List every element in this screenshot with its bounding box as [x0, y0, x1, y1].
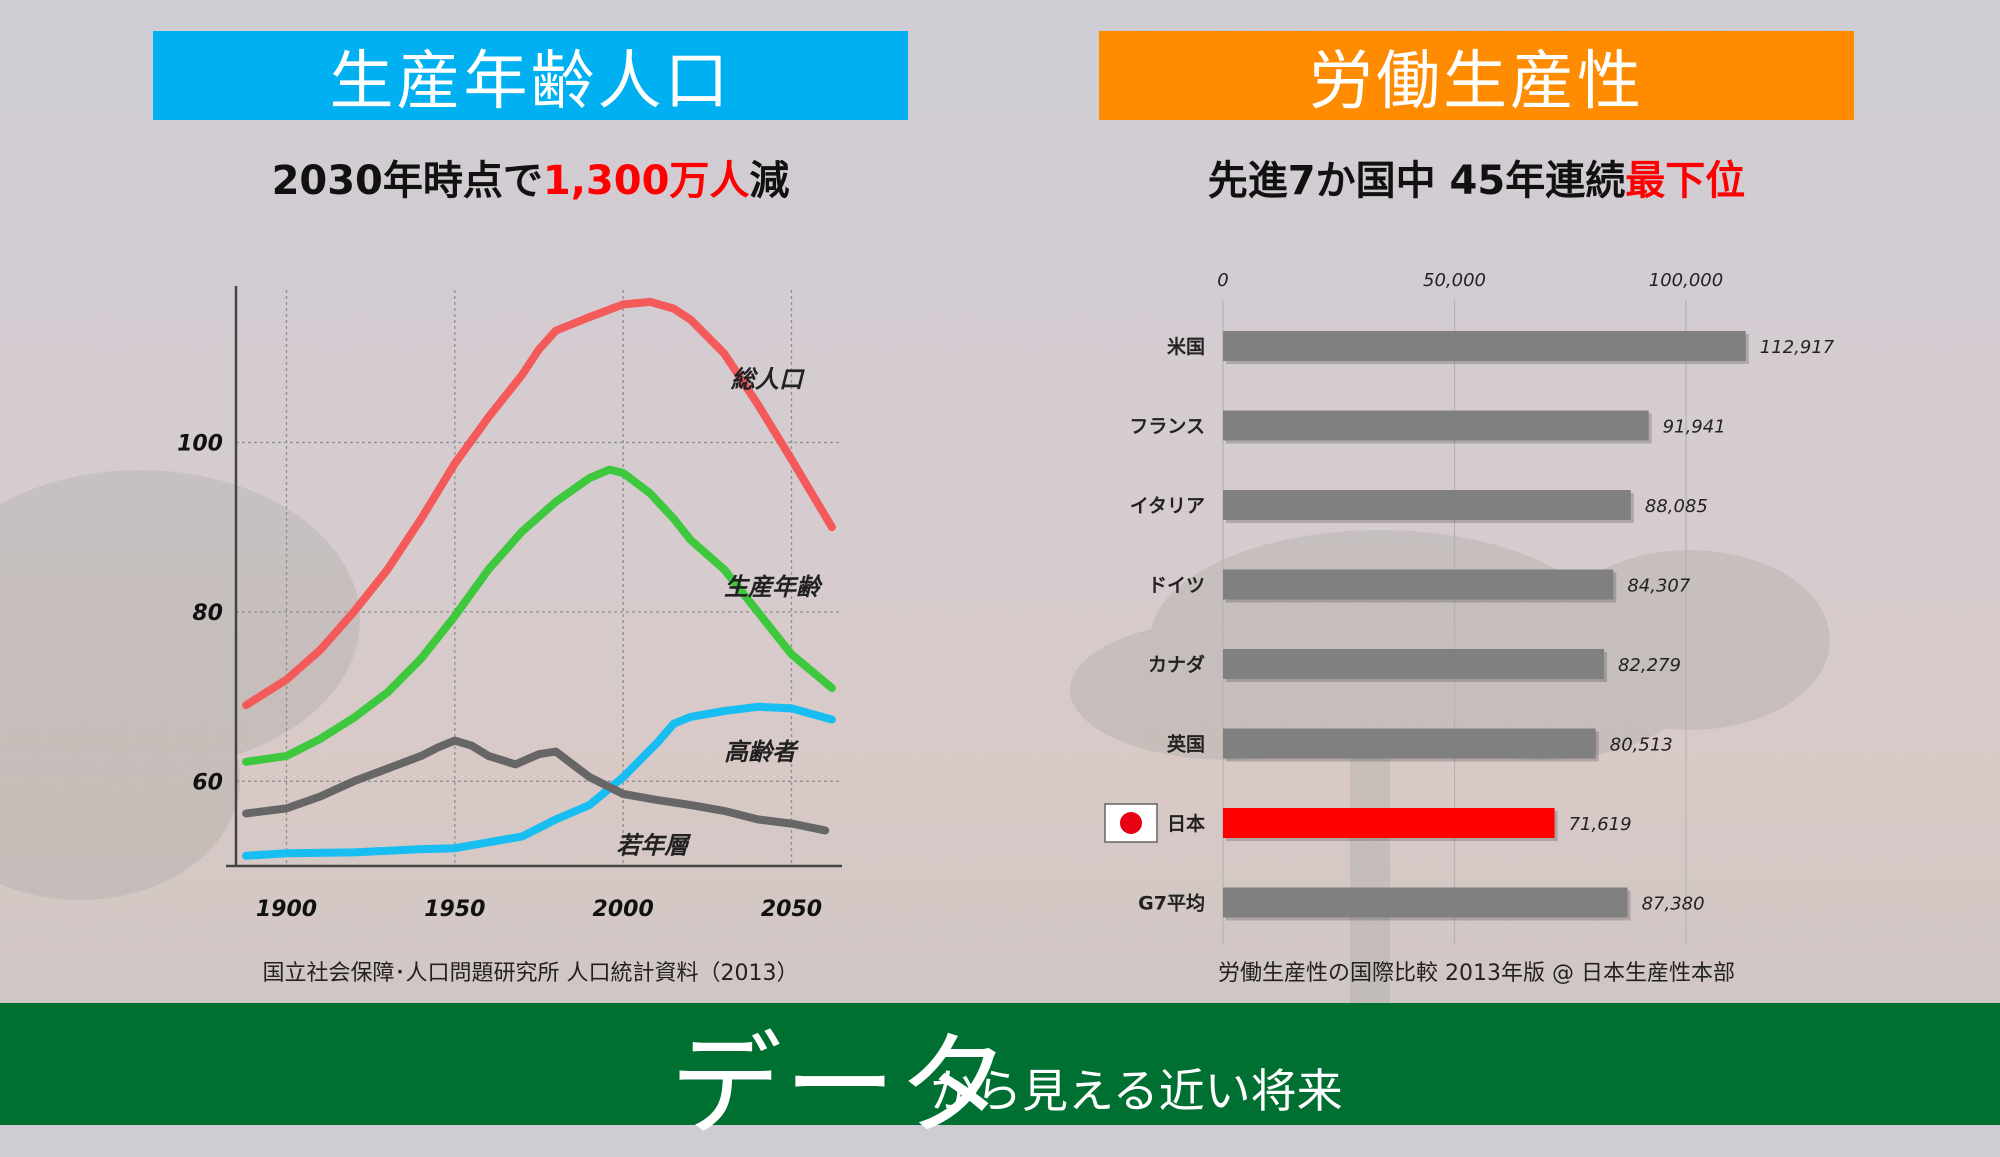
right-subtitle-highlight: 最下位 [1625, 158, 1746, 204]
bar [1223, 728, 1596, 759]
category-label: 日本 [1167, 812, 1205, 835]
footer-subtitle: から見える近い将来 [930, 1064, 1343, 1118]
y-tick-label: 100 [177, 431, 223, 456]
left-panel-subtitle: 2030年時点で1,300万人減 [153, 148, 908, 206]
x-tick-label: 1900 [256, 897, 317, 922]
category-label: カナダ [1148, 653, 1205, 676]
bar [1223, 490, 1631, 520]
left-subtitle-pre: 2030年時点で [271, 158, 543, 204]
left-panel-banner: 生産年齢人口 [153, 31, 908, 120]
right-panel-subtitle: 先進7か国中 45年連続最下位 [1099, 148, 1854, 206]
left-panel-title: 生産年齢人口 [329, 44, 732, 119]
data-label: 112,917 [1760, 337, 1835, 358]
category-label: 英国 [1167, 733, 1205, 756]
series-label: 若年層 [616, 831, 691, 859]
series-label: 高齢者 [724, 738, 799, 766]
category-label: G7平均 [1138, 892, 1205, 915]
data-label: 84,307 [1627, 576, 1691, 597]
series-line [242, 297, 836, 710]
series-line [242, 736, 830, 835]
footer-bar: データ から見える近い将来 [0, 1003, 2000, 1151]
data-label: 71,619 [1569, 814, 1632, 835]
category-label: 米国 [1167, 335, 1205, 358]
bar [1223, 410, 1649, 441]
y-tick-label: 80 [192, 601, 223, 626]
x-tick-label: 2050 [761, 897, 822, 922]
category-label: フランス [1129, 416, 1205, 438]
bar [1223, 569, 1614, 600]
series-label: 総人口 [730, 365, 805, 393]
right-panel-banner: 労働生産性 [1099, 31, 1854, 120]
data-label: 88,085 [1645, 496, 1708, 517]
data-label: 87,380 [1642, 894, 1705, 915]
bar [1223, 808, 1555, 838]
series-line [242, 702, 836, 860]
right-subtitle-pre: 先進7か国中 45年連続 [1207, 158, 1626, 204]
category-label: イタリア [1130, 495, 1205, 517]
x-tick-label: 0 [1217, 270, 1228, 291]
right-source-note: 労働生産性の国際比較 2013年版 @ 日本生産性本部 [1218, 961, 1735, 986]
bar [1223, 649, 1604, 679]
x-tick-label: 2000 [593, 897, 654, 922]
category-label: ドイツ [1148, 575, 1205, 597]
data-label: 80,513 [1610, 735, 1673, 756]
x-tick-label: 50,000 [1423, 270, 1486, 291]
series-label: 生産年齢 [724, 573, 823, 601]
productivity-bar-chart: 0 50,000 100,000 米国 112,917 フランス 91,941 イタリア 88,… [1104, 270, 1835, 945]
series-line [242, 465, 836, 766]
left-source-note: 国立社会保障･人口問題研究所 人口統計資料（2013） [262, 961, 799, 986]
flag-sun [1120, 812, 1142, 834]
data-label: 82,279 [1618, 655, 1681, 676]
left-subtitle-post: 減 [749, 158, 790, 204]
x-tick-label: 1950 [424, 897, 485, 922]
y-tick-label: 60 [192, 770, 223, 795]
x-tick-label: 100,000 [1649, 270, 1723, 291]
left-subtitle-highlight: 1,300万人 [542, 158, 750, 204]
bar [1223, 887, 1628, 918]
data-label: 91,941 [1663, 417, 1726, 438]
bar [1223, 331, 1746, 361]
right-panel-title: 労働生産性 [1309, 44, 1644, 119]
